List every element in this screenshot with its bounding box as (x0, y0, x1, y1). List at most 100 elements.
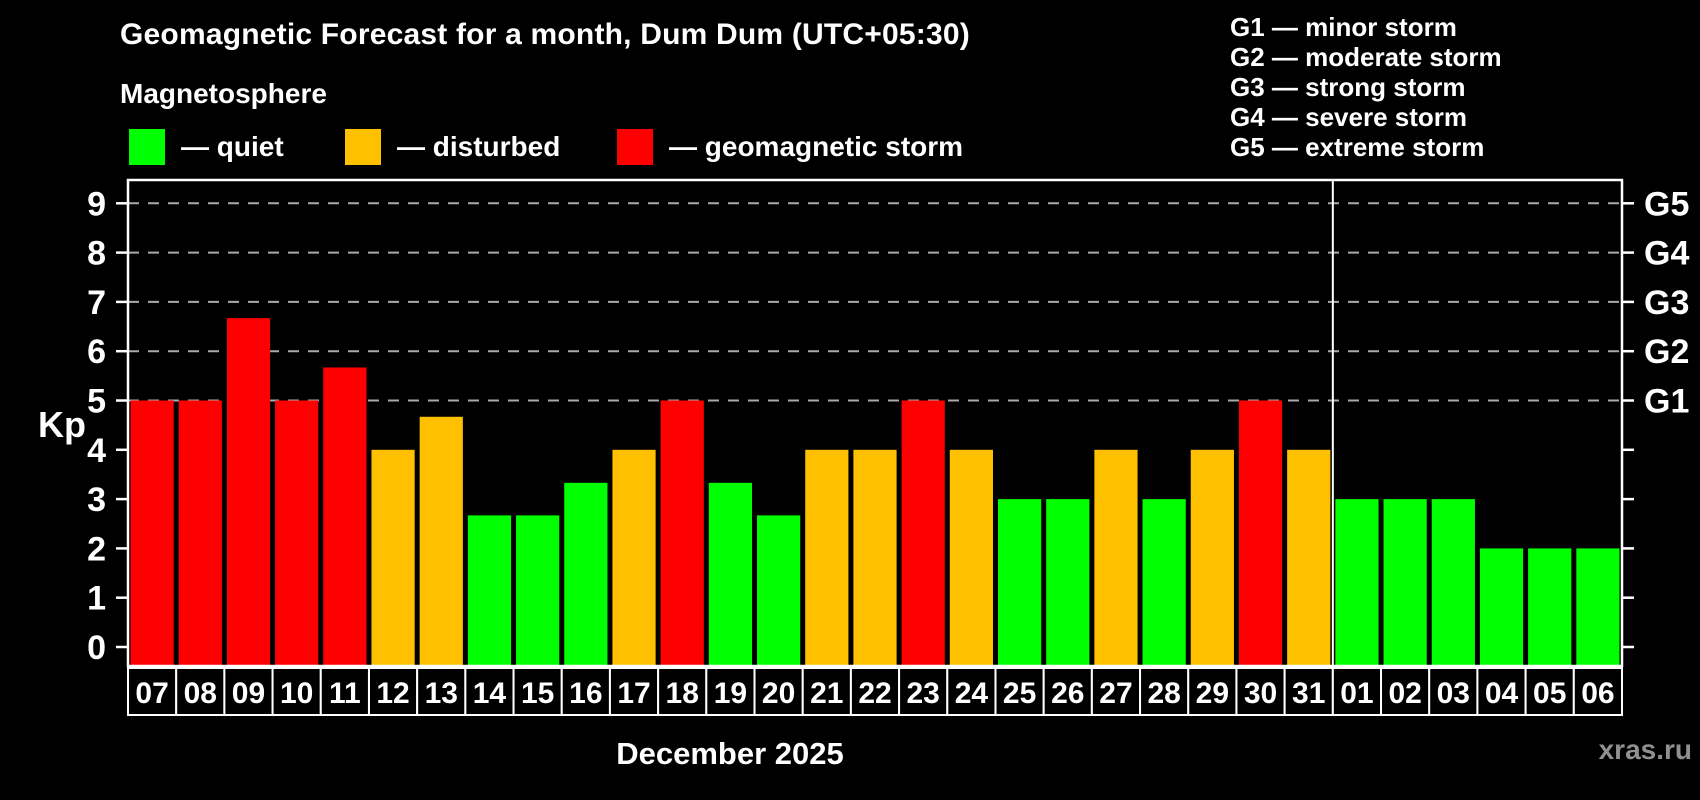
g-scale-legend: G1 — minor storm G2 — moderate storm G3 … (1230, 12, 1502, 162)
axis-label: G4 (1644, 235, 1689, 273)
g3-legend-line: G3 — strong storm (1230, 72, 1466, 102)
axis-label: 2 (87, 530, 106, 568)
day-label-23: 23 (907, 677, 940, 710)
day-label-09: 09 (232, 677, 265, 710)
day-cell-20 (753, 667, 804, 716)
kp-bar-day-26 (1046, 499, 1090, 666)
day-cell-09 (223, 667, 274, 716)
day-label-06: 06 (1581, 677, 1614, 710)
kp-bar-day-04 (1479, 548, 1524, 666)
axis-label: 7 (87, 284, 106, 322)
g2-legend-line: G2 — moderate storm (1230, 42, 1502, 72)
kp-bar-day-11 (323, 367, 367, 666)
day-label-29: 29 (1196, 677, 1229, 710)
day-cell-03 (1428, 667, 1479, 716)
kp-bar-day-31 (1287, 449, 1331, 666)
day-label-17: 17 (617, 677, 650, 710)
day-cell-08 (175, 667, 226, 716)
axis-label: 0 (87, 629, 106, 667)
day-cell-10 (271, 667, 322, 716)
day-label-22: 22 (858, 677, 891, 710)
axis-label: G5 (1644, 185, 1689, 223)
g5-legend-line: G5 — extreme storm (1230, 132, 1485, 162)
quiet-color-swatch (129, 129, 165, 165)
kp-bar-day-24 (949, 449, 993, 666)
storm-label: — geomagnetic storm (669, 131, 964, 162)
day-cell-13 (416, 667, 467, 716)
axis-label: G1 (1644, 383, 1689, 421)
disturbed-color-swatch (345, 129, 381, 165)
day-label-13: 13 (425, 677, 458, 710)
day-cell-06 (1572, 667, 1623, 716)
quiet-label: — quiet (181, 131, 284, 162)
kp-bar-day-20 (757, 515, 801, 666)
x-axis-month-label: December 2025 (616, 736, 844, 771)
kp-bar-day-28 (1142, 499, 1186, 666)
magnetosphere-label: Magnetosphere (120, 78, 327, 109)
kp-bar-day-08 (178, 400, 222, 666)
g1-legend-line: G1 — minor storm (1230, 12, 1457, 42)
day-label-25: 25 (1003, 677, 1036, 710)
kp-bar-day-30 (1238, 400, 1283, 666)
day-label-27: 27 (1099, 677, 1132, 710)
chart-title: Geomagnetic Forecast for a month, Dum Du… (120, 18, 970, 51)
day-label-07: 07 (135, 677, 168, 710)
day-cell-19 (705, 667, 756, 716)
kp-bar-day-02 (1383, 499, 1427, 666)
day-label-28: 28 (1147, 677, 1180, 710)
day-cell-26 (1042, 667, 1093, 716)
kp-bar-day-29 (1190, 449, 1234, 666)
day-cell-07 (127, 667, 178, 716)
axis-label: 3 (87, 481, 106, 519)
day-label-04: 04 (1485, 677, 1519, 710)
axis-label: G3 (1644, 284, 1689, 322)
day-cell-18 (657, 667, 708, 716)
day-cell-30 (1235, 667, 1286, 716)
day-cell-02 (1380, 667, 1431, 716)
day-label-08: 08 (184, 677, 217, 710)
legend-item-storm: — geomagnetic storm (617, 128, 963, 166)
day-cell-01 (1331, 667, 1383, 716)
kp-bar-day-14 (467, 515, 512, 666)
kp-bar-day-12 (371, 449, 415, 666)
day-label-20: 20 (762, 677, 795, 710)
kp-bar-day-10 (275, 400, 319, 666)
kp-bar-day-23 (901, 400, 945, 666)
day-label-03: 03 (1437, 677, 1470, 710)
axis-label: Kp (38, 404, 86, 445)
day-cell-04 (1476, 667, 1527, 716)
kp-bar-day-22 (853, 449, 897, 666)
day-label-02: 02 (1388, 677, 1421, 710)
legend-item-disturbed: — disturbed (345, 128, 560, 166)
day-label-14: 14 (473, 677, 507, 710)
day-cell-11 (319, 667, 370, 716)
kp-bar-day-16 (564, 482, 608, 666)
day-label-18: 18 (666, 677, 699, 710)
day-label-31: 31 (1292, 677, 1325, 710)
axis-label: 4 (87, 432, 106, 470)
day-label-15: 15 (521, 677, 554, 710)
day-cell-22 (849, 667, 901, 716)
kp-bar-day-07 (130, 400, 174, 666)
kp-bar-day-25 (997, 499, 1042, 666)
kp-bar-day-13 (419, 416, 463, 666)
day-label-19: 19 (714, 677, 747, 710)
day-cell-21 (801, 667, 852, 716)
axis-label: 1 (87, 580, 106, 618)
day-label-11: 11 (329, 677, 361, 710)
day-label-10: 10 (280, 677, 313, 710)
kp-bar-day-19 (708, 482, 753, 666)
day-label-30: 30 (1244, 677, 1277, 710)
storm-color-swatch (617, 129, 653, 165)
kp-bar-day-01 (1335, 499, 1379, 666)
kp-bar-day-09 (226, 318, 271, 666)
kp-bar-day-27 (1094, 449, 1138, 666)
axis-label: 5 (87, 383, 106, 421)
day-label-12: 12 (376, 677, 409, 710)
kp-bar-day-21 (805, 449, 849, 666)
kp-bar-day-03 (1431, 499, 1475, 666)
day-label-26: 26 (1051, 677, 1084, 710)
day-label-05: 05 (1533, 677, 1566, 710)
day-label-01: 01 (1340, 677, 1373, 710)
